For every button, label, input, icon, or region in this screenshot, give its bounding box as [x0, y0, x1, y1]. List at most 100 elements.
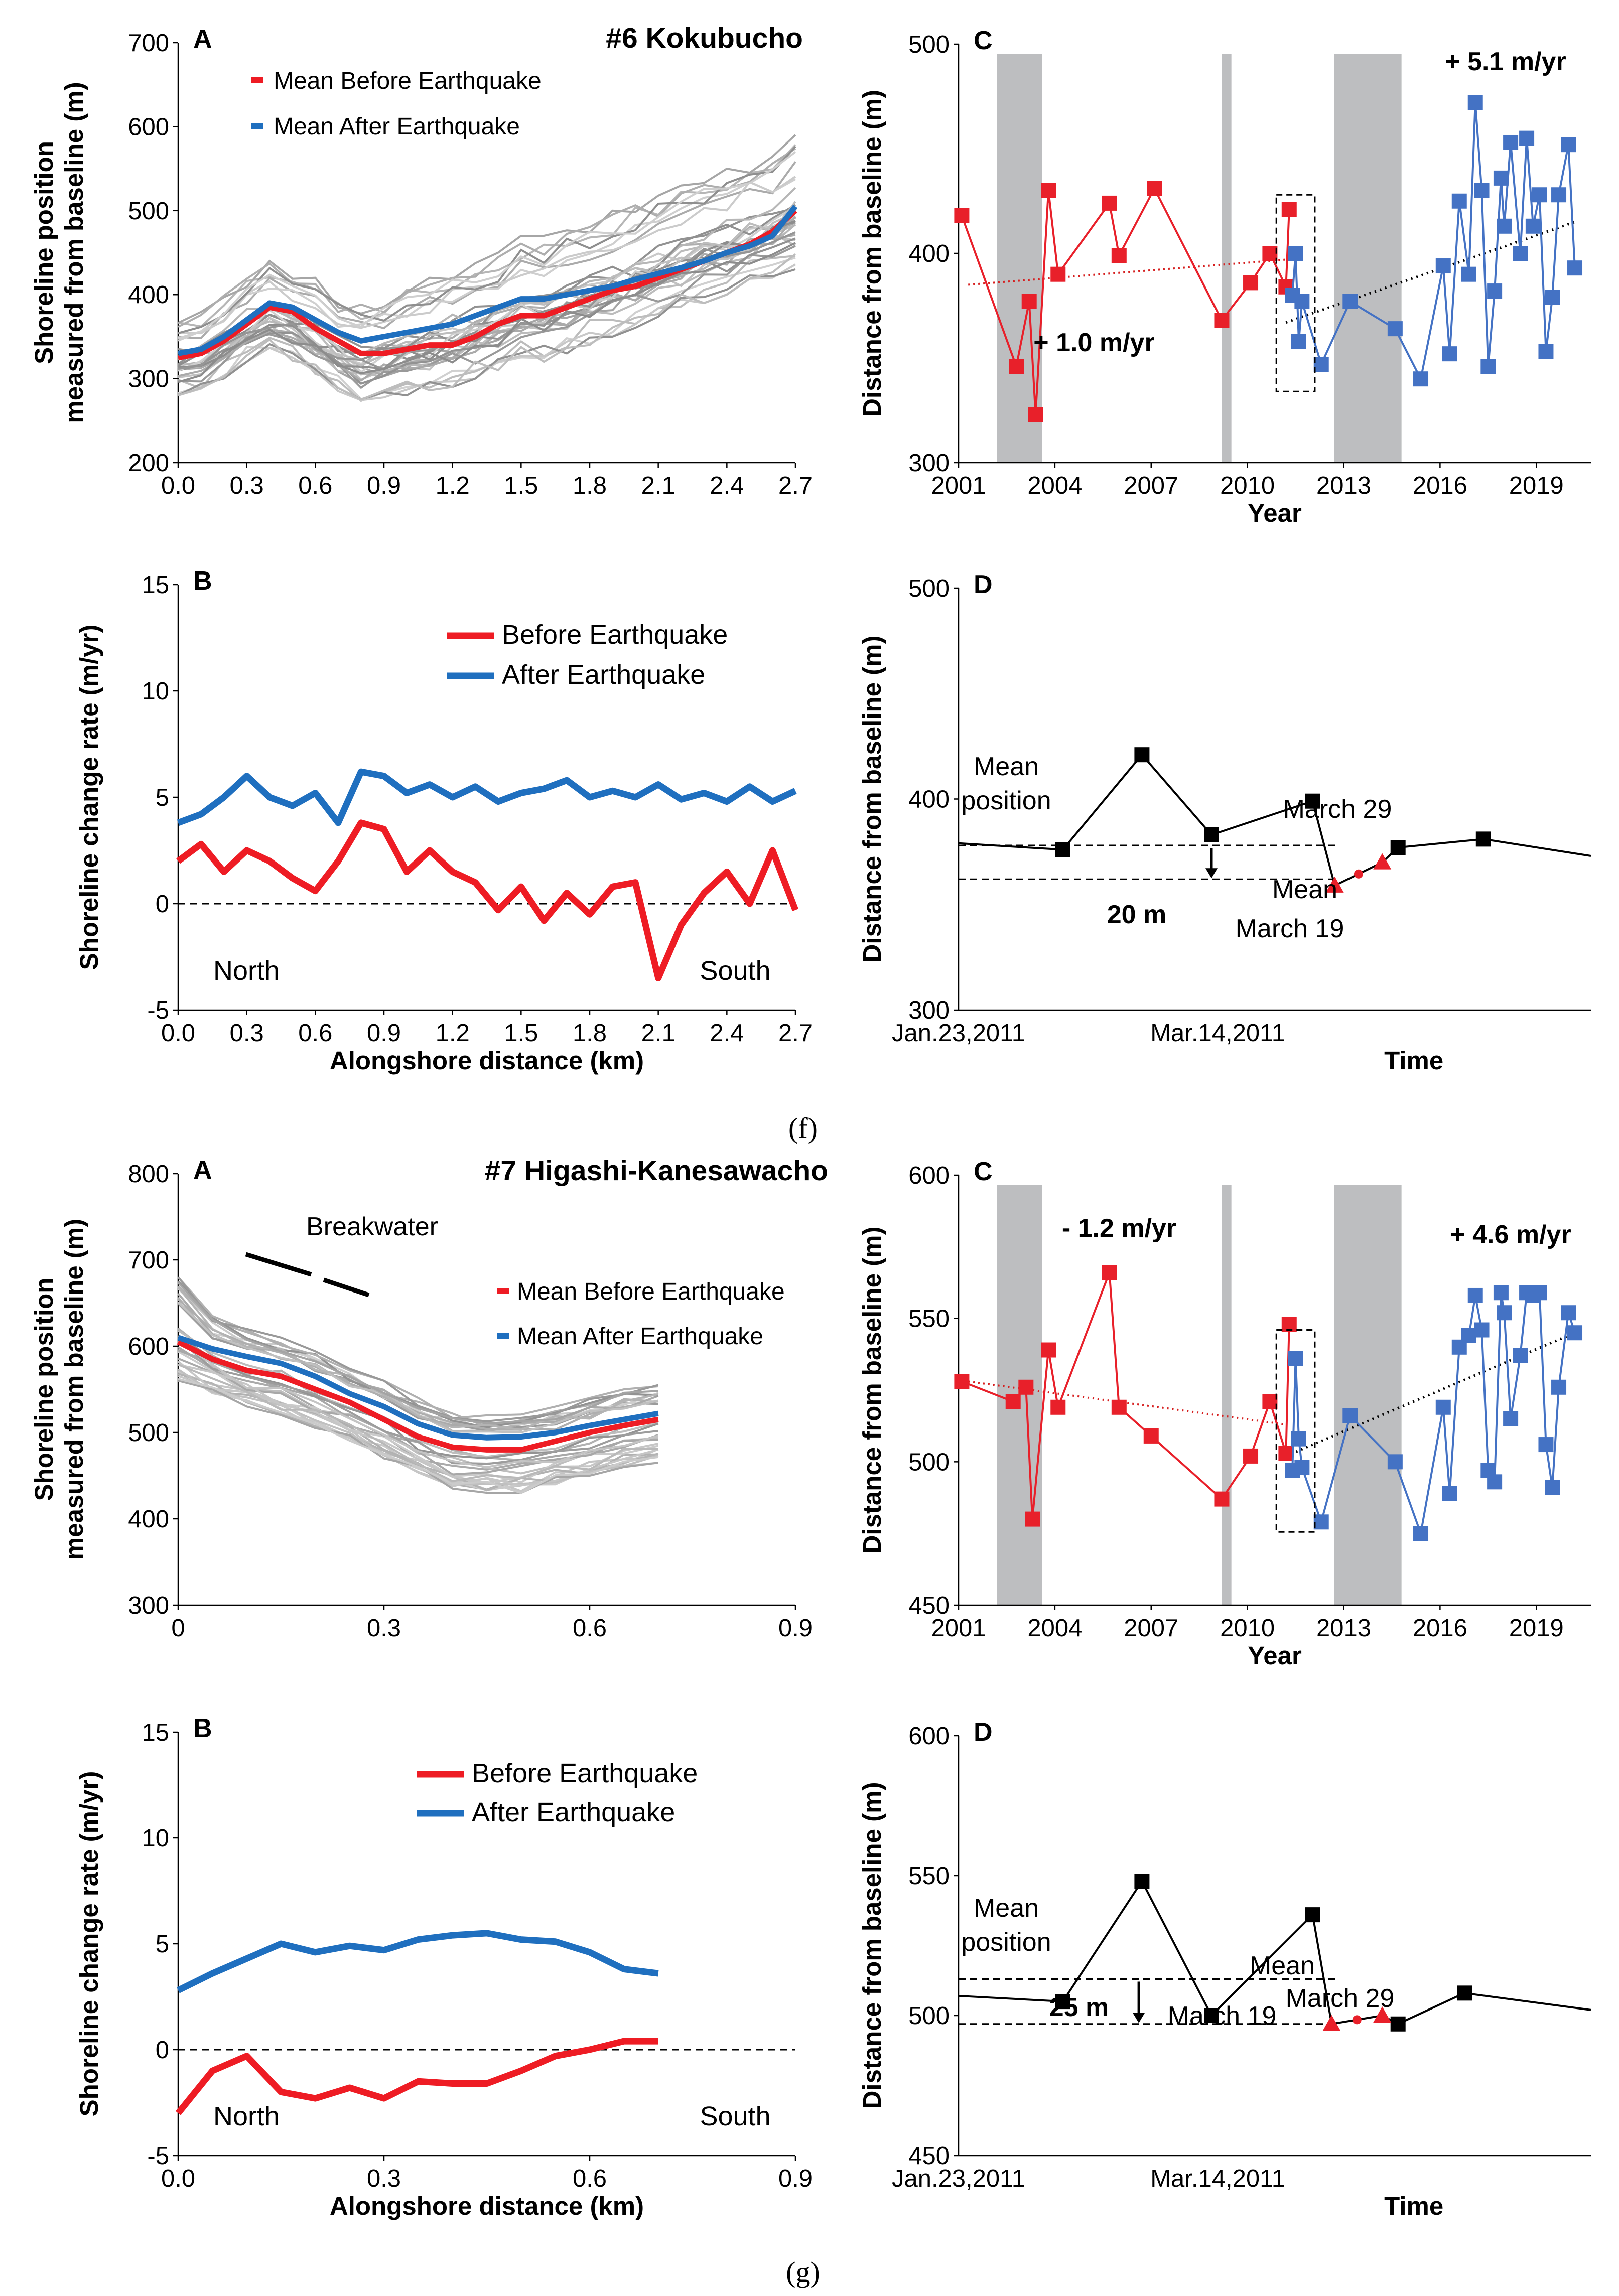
- breakwater-segment: [245, 1252, 312, 1277]
- data-point: [1474, 183, 1490, 198]
- y-axis-label: Distance from baseline (m): [858, 636, 886, 963]
- x-tick-label: 0.3: [367, 1615, 401, 1642]
- data-point-before: [1055, 1994, 1070, 2010]
- legend-label: Mean Before Earthquake: [274, 68, 542, 94]
- data-point: [1525, 218, 1541, 234]
- series-line-after: [178, 205, 798, 356]
- y-tick-label: -5: [147, 997, 169, 1024]
- y-tick-label: 5: [156, 1931, 169, 1958]
- x-tick-label: 2016: [1413, 1615, 1467, 1642]
- data-point-before: [1134, 1874, 1150, 1889]
- y-axis-label: Shoreline position: [30, 1278, 58, 1501]
- data-point: [1288, 1351, 1303, 1366]
- breakwater-segment: [323, 1277, 370, 1298]
- data-point: [1050, 266, 1066, 282]
- panel-f-A: 200 300 400 500 600 700 0.0 0.3 0.6 0.9 1.2 1.5 1.8 2…: [30, 22, 813, 499]
- y-tick-label: 400: [908, 786, 950, 813]
- data-point: [954, 1374, 970, 1389]
- x-tick-label: 0.3: [367, 2165, 401, 2192]
- shoreline-line: [177, 1360, 659, 1488]
- data-point: [1041, 183, 1056, 198]
- x-tick-label: 2010: [1220, 1615, 1275, 1642]
- data-point: [1513, 246, 1528, 261]
- y-axis-label: Shoreline change rate (m/yr): [75, 1771, 103, 2117]
- shaded-period: [1334, 1185, 1402, 1605]
- x-tick-label: 2013: [1316, 472, 1371, 499]
- south-label: South: [700, 2101, 770, 2131]
- legend-label: Mean Before Earthquake: [517, 1278, 785, 1305]
- shoreline-line: [177, 1338, 658, 1465]
- data-point: [1111, 248, 1127, 263]
- annotation: March 19: [1236, 914, 1344, 943]
- y-axis-label: Distance from baseline (m): [858, 90, 886, 417]
- triangle-point: [1325, 876, 1344, 893]
- y-tick-label: 300: [128, 366, 169, 393]
- x-tick-label: Mar.14,2011: [1150, 1020, 1285, 1047]
- shoreline-line: [177, 1301, 659, 1433]
- legend-label: After Earthquake: [502, 660, 705, 690]
- data-point-after: [1390, 840, 1406, 855]
- data-point: [1567, 260, 1583, 276]
- north-label: North: [213, 2101, 280, 2131]
- panel-letter: B: [193, 1714, 212, 1743]
- data-point-before: [1305, 1907, 1320, 1923]
- x-tick-label: 0.6: [573, 1615, 607, 1642]
- chart-title: #7 Higashi-Kanesawacho: [485, 1155, 828, 1187]
- data-point: [1487, 1474, 1503, 1490]
- data-point: [1538, 344, 1554, 359]
- legend-label: After Earthquake: [472, 1797, 675, 1827]
- y-tick-label: 0: [156, 891, 169, 918]
- y-tick-label: 400: [128, 281, 169, 309]
- x-axis-label: Time: [1384, 1046, 1443, 1075]
- y-tick-label: 10: [142, 1825, 169, 1852]
- legend-label: Before Earthquake: [472, 1758, 698, 1788]
- x-tick-label: 0: [171, 1615, 185, 1642]
- data-point: [954, 208, 970, 223]
- y-tick-label: 550: [908, 1306, 950, 1333]
- x-tick-label: 2019: [1509, 472, 1564, 499]
- x-tick-label: 2.4: [710, 472, 744, 499]
- series-line-after: [1291, 102, 1576, 382]
- x-tick-label: 1.5: [504, 472, 538, 499]
- x-tick-label: 0.0: [161, 472, 195, 499]
- data-point: [1025, 1511, 1040, 1527]
- shoreline-line: [178, 242, 796, 383]
- data-point: [1143, 1428, 1159, 1444]
- x-tick-label: 2.1: [641, 1020, 676, 1047]
- x-tick-label: 2001: [931, 1615, 986, 1642]
- x-axis-label: Year: [1248, 1641, 1302, 1670]
- x-axis-label: Alongshore distance (km): [330, 2192, 644, 2220]
- breakwater-label: Breakwater: [306, 1212, 438, 1241]
- data-point: [1342, 1408, 1358, 1423]
- trend-after-label: + 4.6 m/yr: [1450, 1220, 1571, 1249]
- x-tick-label: 0.3: [230, 1020, 264, 1047]
- data-point: [1480, 359, 1496, 374]
- data-point: [1551, 1379, 1567, 1395]
- x-tick-label: 0.9: [778, 2165, 813, 2192]
- drop-arrow-head: [1133, 2013, 1145, 2023]
- shoreline-line: [178, 134, 796, 324]
- data-point: [1214, 1491, 1230, 1507]
- y-tick-label: 450: [908, 1592, 950, 1619]
- data-point: [1532, 1285, 1547, 1301]
- x-tick-label: 1.2: [436, 1020, 470, 1047]
- shoreline-line: [178, 148, 796, 328]
- panel-letter: A: [193, 25, 212, 54]
- data-point: [1503, 134, 1519, 150]
- data-point: [1519, 130, 1535, 146]
- triangle-point: [1322, 2015, 1341, 2031]
- mean-dot: [1354, 869, 1363, 879]
- trend-after: [1285, 221, 1575, 324]
- x-axis-label: Alongshore distance (km): [330, 1046, 644, 1075]
- trend-before-label: + 1.0 m/yr: [1033, 328, 1154, 357]
- data-point: [1147, 181, 1162, 196]
- y-tick-label: 500: [128, 1419, 169, 1447]
- shoreline-line: [178, 1363, 659, 1484]
- shaded-period: [1222, 54, 1232, 463]
- series-line: [958, 753, 1591, 887]
- annotation: position: [961, 1928, 1051, 1957]
- shoreline-line: [178, 151, 796, 340]
- data-point: [1262, 246, 1278, 261]
- y-tick-label: 600: [908, 1162, 950, 1189]
- data-point: [1413, 371, 1429, 387]
